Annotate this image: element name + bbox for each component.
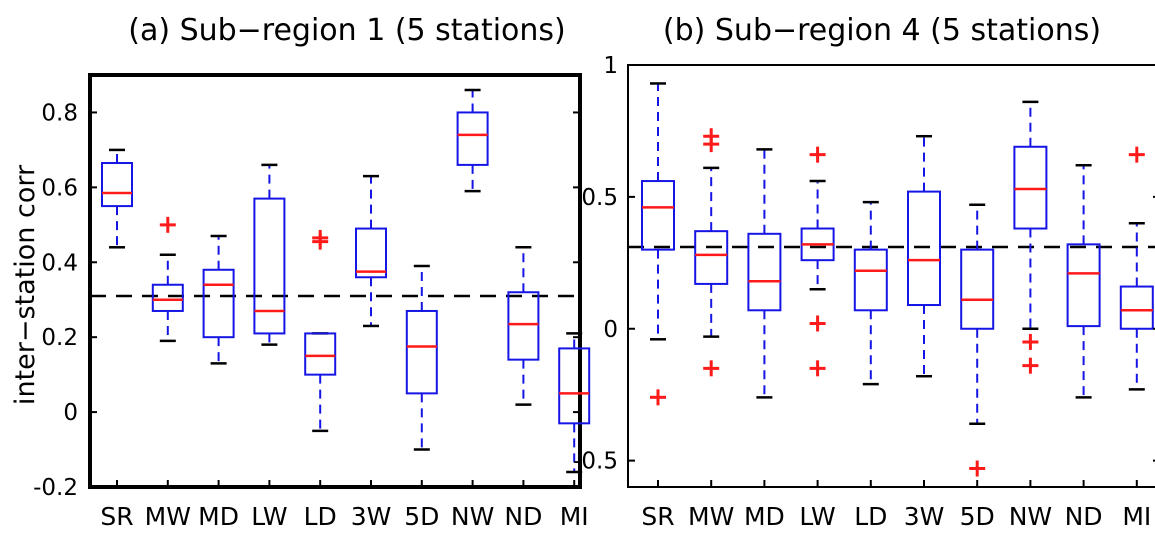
box-MI — [558, 332, 591, 474]
outlier-marker — [809, 360, 826, 377]
x-tick-label: LD — [304, 502, 337, 531]
x-tick-label: 3W — [904, 502, 945, 531]
box-MD — [202, 234, 235, 365]
iqr-box — [558, 347, 591, 425]
panel-a-title: (a) Sub−region 1 (5 stations) — [128, 13, 566, 48]
y-tick-label: -0.2 — [33, 475, 78, 501]
iqr-box — [355, 227, 387, 279]
outlier-marker — [312, 229, 329, 246]
y-tick-label: -0.5 — [573, 449, 618, 475]
box-MD — [747, 148, 782, 399]
y-tick-label: 0 — [63, 400, 78, 426]
outlier-marker — [969, 460, 986, 477]
box-ND — [1066, 163, 1101, 399]
x-tick-label: 5D — [404, 502, 439, 531]
x-tick-label: ND — [504, 502, 542, 531]
plot-frame — [627, 64, 1155, 488]
panel-b: (b) Sub−region 4 (5 stations) -0.5 0 0.5 1 S… — [573, 13, 1155, 531]
iqr-box — [694, 230, 729, 285]
iqr-box — [101, 162, 133, 208]
box-5D — [405, 264, 438, 451]
plot-frame — [88, 73, 582, 489]
x-tick-label: NW — [451, 502, 494, 531]
outlier-marker — [809, 315, 826, 332]
box-MW — [694, 128, 729, 377]
y-tick-label: 0.6 — [41, 175, 78, 201]
x-tick-label: LW — [251, 502, 287, 531]
box-NW — [1013, 100, 1048, 374]
panel-a-y-axis-label: inter−station corr — [10, 164, 41, 405]
iqr-box — [253, 197, 286, 335]
iqr-box — [202, 268, 235, 339]
iqr-box — [960, 248, 995, 330]
x-tick-label: NW — [1009, 502, 1052, 531]
iqr-box — [853, 248, 888, 312]
iqr-box — [507, 291, 540, 361]
x-tick-label: LD — [854, 502, 887, 531]
iqr-box — [304, 332, 337, 376]
iqr-box — [1013, 145, 1048, 230]
y-tick-label: 0.8 — [41, 100, 78, 126]
y-tick-label: 0.5 — [581, 185, 618, 211]
iqr-box — [747, 232, 782, 312]
box-ND — [507, 246, 540, 406]
iqr-box — [151, 283, 184, 312]
box-MI — [1119, 146, 1154, 391]
outlier-marker — [1128, 146, 1145, 163]
outlier-marker — [703, 360, 720, 377]
iqr-box — [405, 309, 438, 395]
box-SR — [101, 148, 133, 249]
iqr-box — [1119, 285, 1154, 330]
box-LD — [853, 200, 888, 386]
box-3W — [907, 134, 941, 378]
y-tick-label: 1 — [603, 53, 618, 79]
y-tick-label: 0 — [603, 317, 618, 343]
x-tick-label: 3W — [351, 502, 392, 531]
y-tick-label: 0.4 — [41, 250, 78, 276]
box-SR — [641, 82, 675, 406]
x-tick-label: ND — [1065, 502, 1103, 531]
iqr-box — [907, 190, 941, 307]
y-tick-label: 0.2 — [41, 325, 78, 351]
box-3W — [355, 174, 387, 328]
box-LD — [304, 229, 337, 433]
x-tick-label: LW — [799, 502, 835, 531]
x-tick-label: MD — [744, 502, 785, 531]
x-tick-label: 5D — [960, 502, 995, 531]
outlier-marker — [159, 216, 176, 233]
outlier-marker — [1022, 333, 1039, 350]
x-tick-label: MI — [1122, 502, 1151, 531]
outlier-marker — [809, 146, 826, 163]
outlier-marker — [650, 389, 666, 406]
x-tick-label: MI — [560, 502, 589, 531]
x-tick-label: MW — [688, 502, 734, 531]
x-tick-label: SR — [641, 502, 674, 531]
iqr-box — [456, 111, 489, 166]
x-tick-label: MD — [198, 502, 239, 531]
box-LW — [800, 146, 835, 377]
iqr-box — [1066, 243, 1101, 328]
iqr-box — [641, 180, 675, 251]
box-5D — [960, 203, 995, 477]
x-tick-label: SR — [100, 502, 133, 531]
outlier-marker — [703, 128, 720, 145]
outlier-marker — [1022, 357, 1039, 374]
x-tick-label: MW — [145, 502, 191, 531]
panel-a: (a) Sub−region 1 (5 stations) inter−stat… — [10, 13, 591, 531]
box-LW — [253, 163, 286, 346]
box-MW — [151, 216, 184, 343]
panel-b-title: (b) Sub−region 4 (5 stations) — [663, 13, 1101, 48]
box-NW — [456, 88, 489, 193]
